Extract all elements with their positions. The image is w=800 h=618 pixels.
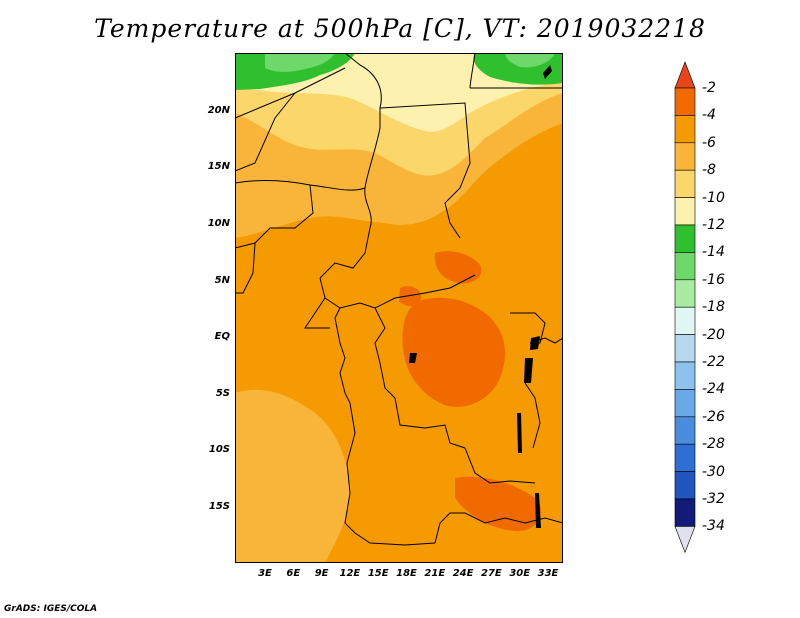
- colorbar-label: -24: [702, 381, 725, 398]
- colorbar-swatch: [674, 142, 696, 171]
- longitude-label: 3E: [258, 568, 272, 579]
- map-border: [235, 53, 563, 563]
- colorbar-swatch: [674, 498, 696, 527]
- colorbar-label: -32: [702, 491, 725, 507]
- colorbar-swatch: [674, 443, 696, 472]
- longitude-label: 21E: [424, 568, 446, 579]
- colorbar-swatch: [674, 389, 696, 418]
- field-band-m4-small: [399, 286, 422, 307]
- latitude-label: 15S: [208, 501, 230, 512]
- colorbar-label: -34: [702, 518, 725, 535]
- colorbar-swatch: [674, 87, 696, 116]
- colorbar-label: -22: [702, 354, 725, 370]
- colorbar-label: -4: [702, 107, 716, 124]
- footer-credit: GrADS: IGES/COLA: [4, 604, 98, 614]
- field-band-m4-south: [455, 476, 542, 532]
- lakes: [409, 65, 552, 528]
- colorbar-swatch: [674, 306, 696, 335]
- latitude-label: 20N: [207, 105, 230, 116]
- colorbar-swatch: [674, 197, 696, 226]
- colorbar-swatch: [674, 61, 696, 89]
- colorbar-label: -16: [702, 271, 725, 288]
- latitude-label: 15N: [207, 161, 230, 172]
- longitude-label: 18E: [396, 568, 417, 579]
- colorbar-label: -8: [702, 162, 716, 179]
- colorbar-swatch: [674, 115, 696, 144]
- field-band-m4-core: [402, 297, 505, 407]
- colorbar-label: -12: [702, 217, 725, 233]
- colorbar-swatch: [674, 169, 696, 198]
- field-band-m4-north: [434, 251, 482, 284]
- longitude-label: 27E: [481, 568, 502, 579]
- country-borders: [235, 53, 563, 546]
- colorbar-label: -2: [702, 80, 716, 96]
- colorbar-label: -18: [702, 299, 725, 316]
- latitude-label: EQ: [214, 331, 230, 342]
- latitude-label: 5S: [215, 388, 230, 399]
- colorbar-label: -26: [702, 408, 725, 425]
- colorbar-swatch: [674, 526, 696, 554]
- temperature-map: [235, 53, 563, 563]
- field-band-m16: [265, 53, 555, 72]
- latitude-label: 10S: [208, 444, 230, 455]
- field-band-m8-southwest: [235, 389, 351, 563]
- colorbar-label: -28: [702, 436, 725, 453]
- colorbar-swatch: [674, 334, 696, 363]
- longitude-label: 6E: [286, 568, 301, 579]
- longitude-label: 24E: [452, 568, 474, 579]
- longitude-label: 12E: [339, 568, 361, 579]
- colorbar: [674, 61, 696, 554]
- longitude-label: 9E: [314, 568, 329, 579]
- latitude-label: 10N: [207, 218, 230, 229]
- colorbar-label: -10: [702, 189, 725, 206]
- colorbar-label: -6: [702, 134, 716, 151]
- colorbar-label: -14: [702, 244, 725, 261]
- longitude-label: 30E: [509, 568, 531, 579]
- latitude-label: 5N: [214, 275, 230, 286]
- colorbar-swatch: [674, 471, 696, 500]
- colorbar-swatch: [674, 416, 696, 445]
- colorbar-swatch: [674, 252, 696, 281]
- longitude-label: 33E: [537, 568, 559, 579]
- chart-title: Temperature at 500hPa [C], VT: 201903221…: [94, 14, 706, 43]
- colorbar-swatch: [674, 361, 696, 390]
- colorbar-label: -20: [702, 326, 725, 343]
- colorbar-label: -30: [702, 463, 725, 480]
- colorbar-swatch: [674, 279, 696, 308]
- colorbar-swatch: [674, 224, 696, 253]
- longitude-label: 15E: [367, 568, 389, 579]
